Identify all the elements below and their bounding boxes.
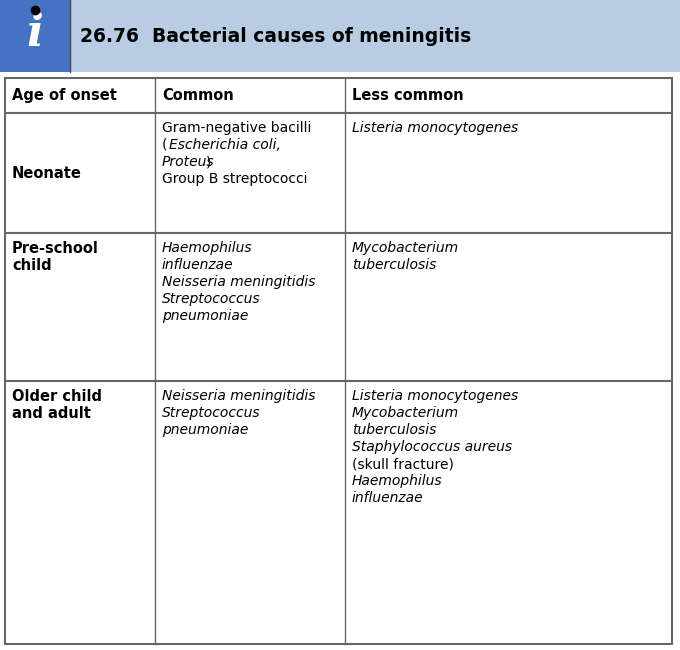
Text: Neisseria meningitidis: Neisseria meningitidis xyxy=(162,389,316,403)
Text: Pre-school: Pre-school xyxy=(12,241,99,256)
Text: Mycobacterium: Mycobacterium xyxy=(352,241,459,255)
Text: Streptococcus: Streptococcus xyxy=(162,406,260,420)
Text: Neisseria meningitidis: Neisseria meningitidis xyxy=(162,275,316,289)
Bar xyxy=(0,0,680,72)
Text: (skull fracture): (skull fracture) xyxy=(352,457,454,471)
Text: tuberculosis: tuberculosis xyxy=(352,258,437,272)
Text: (: ( xyxy=(162,138,167,152)
Text: Haemophilus: Haemophilus xyxy=(352,474,443,488)
Text: i: i xyxy=(27,12,44,55)
Text: tuberculosis: tuberculosis xyxy=(352,423,437,437)
Text: Older child: Older child xyxy=(12,389,102,404)
Text: Less common: Less common xyxy=(352,88,464,103)
Text: Listeria monocytogenes: Listeria monocytogenes xyxy=(352,389,518,403)
Text: Listeria monocytogenes: Listeria monocytogenes xyxy=(352,121,518,135)
Text: Haemophilus: Haemophilus xyxy=(162,241,253,255)
Text: and adult: and adult xyxy=(12,406,91,421)
Text: influenzae: influenzae xyxy=(162,258,234,272)
Bar xyxy=(0,0,70,72)
Text: 26.76  Bacterial causes of meningitis: 26.76 Bacterial causes of meningitis xyxy=(80,27,471,46)
Text: pneumoniae: pneumoniae xyxy=(162,309,248,323)
Text: ): ) xyxy=(206,155,211,169)
Text: Neonate: Neonate xyxy=(12,166,82,181)
Text: Common: Common xyxy=(162,88,234,103)
Text: influenzae: influenzae xyxy=(352,491,424,505)
Text: Gram-negative bacilli: Gram-negative bacilli xyxy=(162,121,311,135)
Text: Mycobacterium: Mycobacterium xyxy=(352,406,459,420)
Text: Staphylococcus aureus: Staphylococcus aureus xyxy=(352,440,512,454)
Bar xyxy=(5,78,672,644)
Text: child: child xyxy=(12,258,52,273)
Text: pneumoniae: pneumoniae xyxy=(162,423,248,437)
Text: Age of onset: Age of onset xyxy=(12,88,117,103)
Text: Escherichia coli,: Escherichia coli, xyxy=(169,138,281,152)
Text: Group B streptococci: Group B streptococci xyxy=(162,172,307,186)
Text: Proteus: Proteus xyxy=(162,155,215,169)
Text: Streptococcus: Streptococcus xyxy=(162,292,260,306)
